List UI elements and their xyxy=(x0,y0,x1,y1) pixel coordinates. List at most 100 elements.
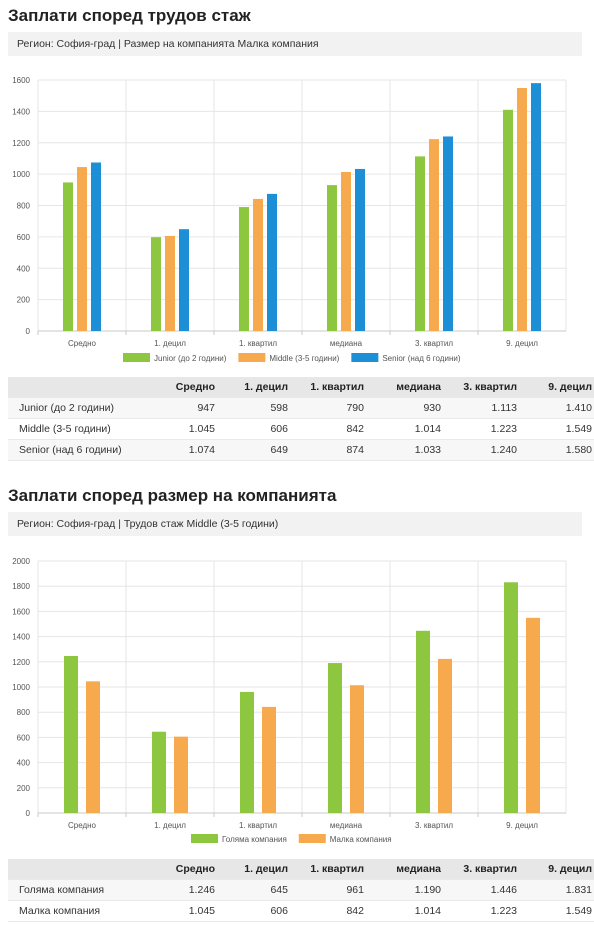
table-body: Junior (до 2 години) 947 598 790 930 1.113 1.4… xyxy=(8,397,594,461)
filter-info-bar: Регион: София-град | Размер на компаният… xyxy=(8,32,582,56)
legend-swatch xyxy=(298,834,326,843)
table-row: Малка компания 1.045 606 842 1.014 1.223 1.549 xyxy=(8,900,594,922)
bar xyxy=(63,182,73,331)
bar xyxy=(328,663,342,813)
table-cell: 842 xyxy=(298,418,374,440)
legend-swatch xyxy=(191,834,218,843)
bar xyxy=(179,229,189,331)
column-header: Средно xyxy=(145,377,225,398)
table-cell: 930 xyxy=(374,397,451,419)
x-tick-label: Средно xyxy=(68,821,97,830)
bar xyxy=(327,185,337,331)
table-cell: 645 xyxy=(225,879,298,901)
bar xyxy=(174,736,188,813)
x-tick-label: 3. квартил xyxy=(415,821,453,830)
y-tick-label: 800 xyxy=(17,708,31,717)
y-tick-label: 400 xyxy=(17,759,31,768)
filter-info-bar: Регион: София-град | Трудов стаж Middle … xyxy=(8,512,582,536)
bar xyxy=(240,691,254,813)
company-size-table: Средно 1. децил 1. квартил медиана 3. кварти… xyxy=(8,859,594,922)
y-tick-label: 200 xyxy=(17,296,31,305)
section-title: Заплати според размер на компанията xyxy=(8,486,337,505)
bar xyxy=(503,109,513,332)
table-cell: 1.045 xyxy=(145,900,225,922)
y-tick-label: 1200 xyxy=(12,139,30,148)
table-cell: 874 xyxy=(298,439,374,461)
x-tick-label: медиана xyxy=(330,339,363,348)
table-cell: 1.549 xyxy=(527,418,594,440)
x-tick-label: 1. децил xyxy=(154,821,186,830)
table-cell: 1.014 xyxy=(374,418,451,440)
column-header: медиана xyxy=(374,377,451,398)
table-cell: 790 xyxy=(298,397,374,419)
bar xyxy=(443,136,453,331)
y-tick-label: 1000 xyxy=(12,683,30,692)
table-cell: 1.074 xyxy=(145,439,225,461)
bar xyxy=(77,167,87,331)
column-header: 1. децил xyxy=(225,859,298,880)
x-tick-label: 3. квартил xyxy=(415,339,453,348)
legend-swatch xyxy=(123,353,150,362)
column-header: 9. децил xyxy=(527,377,594,398)
bar xyxy=(438,658,452,813)
y-tick-label: 0 xyxy=(26,327,31,336)
seniority-table: Средно 1. децил 1. квартил медиана 3. кварти… xyxy=(8,377,594,461)
y-tick-label: 1400 xyxy=(12,107,30,116)
bar xyxy=(429,139,439,331)
section-title: Заплати според трудов стаж xyxy=(8,6,251,25)
column-header xyxy=(8,859,145,880)
seniority-section: Заплати според трудов стаж Регион: София… xyxy=(0,0,594,462)
column-header: 3. квартил xyxy=(451,859,527,880)
y-tick-label: 0 xyxy=(26,809,31,818)
table-row: Senior (над 6 години) 1.074 649 874 1.033 1.2… xyxy=(8,439,594,461)
table-cell: 598 xyxy=(225,397,298,419)
legend-label: Малка компания xyxy=(330,835,392,844)
y-tick-label: 600 xyxy=(17,733,31,742)
bar xyxy=(262,706,276,813)
x-tick-label: 1. децил xyxy=(154,339,186,348)
x-tick-label: 1. квартил xyxy=(239,821,277,830)
bar xyxy=(531,83,541,331)
table-cell: 1.113 xyxy=(451,397,527,419)
legend-swatch xyxy=(238,353,266,362)
bar xyxy=(355,168,365,331)
row-label: Голяма компания xyxy=(8,879,145,901)
x-tick-label: 9. децил xyxy=(506,339,538,348)
company-size-bar-chart: 0 200 400 600 800 1000 1200 1400 1600 1800 2000 Сре… xyxy=(12,557,567,844)
legend-label: Голяма компания xyxy=(222,835,287,844)
y-tick-label: 1200 xyxy=(12,658,30,667)
bar xyxy=(86,681,100,813)
row-label: Junior (до 2 години) xyxy=(8,397,145,419)
y-tick-label: 1000 xyxy=(12,170,30,179)
row-label: Middle (3-5 години) xyxy=(8,418,145,440)
table-cell: 1.410 xyxy=(527,397,594,419)
x-tick-label: 1. квартил xyxy=(239,339,277,348)
y-tick-label: 600 xyxy=(17,233,31,242)
column-header: медиана xyxy=(374,859,451,880)
bar xyxy=(526,617,540,813)
table-header: Средно 1. децил 1. квартил медиана 3. кварти… xyxy=(8,377,594,398)
table-cell: 961 xyxy=(298,879,374,901)
y-tick-label: 200 xyxy=(17,784,31,793)
table-cell: 606 xyxy=(225,900,298,922)
table-cell: 1.033 xyxy=(374,439,451,461)
bar xyxy=(416,630,430,813)
bar xyxy=(165,235,175,331)
row-label: Senior (над 6 години) xyxy=(8,439,145,461)
column-header: 1. квартил xyxy=(298,377,374,398)
bar xyxy=(239,207,249,331)
column-header: Средно xyxy=(145,859,225,880)
legend-label: Middle (3-5 години) xyxy=(269,354,339,363)
column-header: 3. квартил xyxy=(451,377,527,398)
table-cell: 1.014 xyxy=(374,900,451,922)
bar xyxy=(415,156,425,331)
bar xyxy=(517,88,527,331)
legend-swatch xyxy=(351,353,379,362)
column-header: 1. децил xyxy=(225,377,298,398)
table-cell: 1.549 xyxy=(527,900,594,922)
x-tick-label: 9. децил xyxy=(506,821,538,830)
y-tick-label: 1400 xyxy=(12,633,30,642)
bar xyxy=(341,171,351,331)
company-size-section: Заплати според размер на компанията Реги… xyxy=(0,478,594,930)
table-cell: 1.045 xyxy=(145,418,225,440)
